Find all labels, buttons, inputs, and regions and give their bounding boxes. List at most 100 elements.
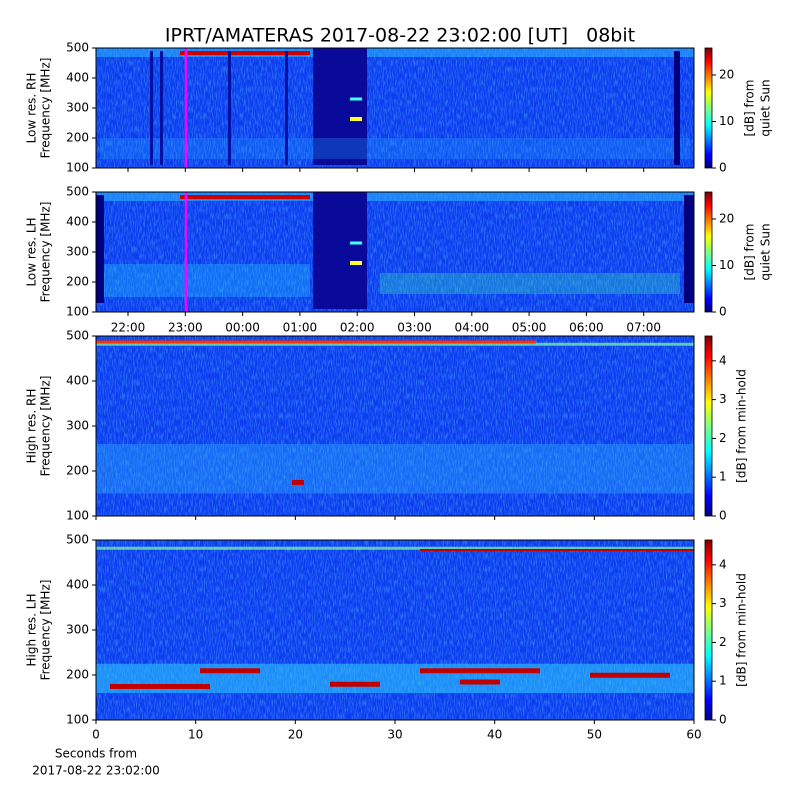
- colorbar-tick-label: 4: [719, 353, 727, 367]
- y-axis-label: Low res. LH: [25, 217, 39, 286]
- texture: [590, 672, 670, 678]
- y-axis-label: Frequency [MHz]: [39, 58, 53, 159]
- x-tick-label: 10: [188, 728, 203, 742]
- y-tick-label: 400: [66, 374, 89, 388]
- y-axis-label: Frequency [MHz]: [39, 580, 53, 681]
- colorbar-label: quiet Sun: [759, 223, 773, 280]
- texture: [674, 51, 680, 165]
- x-tick-label: 07:00: [626, 321, 661, 335]
- texture: [96, 546, 694, 550]
- chart-title: IPRT/AMATERAS 2017-08-22 23:02:00 [UT] 0…: [165, 25, 635, 47]
- texture: [330, 681, 380, 687]
- colorbar: [704, 539, 713, 721]
- y-tick-label: 400: [66, 578, 89, 592]
- y-tick-label: 400: [66, 215, 89, 229]
- y-axis-label: Frequency [MHz]: [39, 202, 53, 303]
- texture: [350, 261, 362, 265]
- x-tick-label: 30: [387, 728, 402, 742]
- x-axis-label: 2017-08-22 23:02:00: [32, 764, 159, 778]
- colorbar-tick-label: 2: [719, 635, 727, 649]
- heatmap-texture: [96, 192, 694, 312]
- colorbar-tick-label: 2: [719, 431, 727, 445]
- texture: [350, 241, 362, 245]
- x-tick-label: 06:00: [569, 321, 604, 335]
- x-tick-label: 04:00: [455, 321, 490, 335]
- texture: [285, 51, 288, 165]
- colorbar: [704, 191, 713, 313]
- x-tick-label: 23:00: [168, 321, 203, 335]
- texture: [100, 264, 310, 297]
- colorbar-tick-label: 1: [719, 470, 727, 484]
- heatmap-texture: [96, 336, 694, 516]
- texture: [96, 340, 536, 344]
- y-tick-label: 200: [66, 275, 89, 289]
- texture: [96, 342, 694, 346]
- texture: [96, 192, 694, 201]
- colorbar: [704, 47, 713, 169]
- colorbar-tick-label: 20: [719, 211, 734, 225]
- colorbar-label: [dB] from min-hold: [735, 369, 749, 483]
- colorbar-tick-label: 0: [719, 161, 727, 175]
- colorbar-label: [dB] from min-hold: [735, 573, 749, 687]
- y-tick-label: 200: [66, 668, 89, 682]
- texture: [96, 195, 104, 303]
- texture: [228, 51, 231, 165]
- texture: [200, 668, 260, 674]
- x-tick-label: 40: [487, 728, 502, 742]
- y-axis-label: High res. LH: [25, 593, 39, 666]
- y-axis-label: Frequency [MHz]: [39, 376, 53, 477]
- texture: [96, 48, 694, 57]
- y-tick-label: 100: [66, 305, 89, 319]
- colorbar-tick-label: 10: [719, 114, 734, 128]
- texture: [420, 549, 694, 551]
- texture: [313, 192, 367, 309]
- texture: [292, 480, 304, 485]
- colorbar-tick-label: 10: [719, 258, 734, 272]
- y-tick-label: 300: [66, 419, 89, 433]
- x-tick-label: 22:00: [111, 321, 146, 335]
- texture: [170, 684, 210, 689]
- texture: [100, 138, 690, 159]
- x-tick-label: 20: [288, 728, 303, 742]
- x-tick-label: 00:00: [225, 321, 260, 335]
- x-axis-label: Seconds from: [55, 747, 137, 761]
- texture: [96, 444, 694, 494]
- y-tick-label: 300: [66, 101, 89, 115]
- colorbar: [704, 335, 713, 517]
- y-tick-label: 100: [66, 161, 89, 175]
- texture: [150, 51, 153, 165]
- y-tick-label: 200: [66, 464, 89, 478]
- texture: [313, 48, 367, 165]
- y-tick-label: 400: [66, 71, 89, 85]
- colorbar-tick-label: 0: [719, 509, 727, 523]
- x-tick-label: 05:00: [512, 321, 547, 335]
- y-axis-label: High res. RH: [25, 389, 39, 464]
- y-tick-label: 500: [66, 185, 89, 199]
- texture: [380, 273, 680, 294]
- colorbar-tick-label: 20: [719, 67, 734, 81]
- colorbar-label: [dB] from: [743, 224, 757, 281]
- texture: [180, 51, 310, 55]
- colorbar-tick-label: 3: [719, 596, 727, 610]
- texture: [350, 117, 362, 121]
- x-tick-label: 60: [686, 728, 701, 742]
- colorbar-tick-label: 1: [719, 674, 727, 688]
- texture: [180, 195, 310, 199]
- x-tick-label: 03:00: [397, 321, 432, 335]
- colorbar-tick-label: 0: [719, 713, 727, 727]
- texture: [460, 679, 500, 685]
- texture: [160, 51, 163, 165]
- colorbar-tick-label: 4: [719, 557, 727, 571]
- heatmap-texture: [96, 48, 694, 168]
- y-tick-label: 500: [66, 329, 89, 343]
- y-tick-label: 500: [66, 41, 89, 55]
- y-axis-label: Low res. RH: [25, 73, 39, 144]
- y-tick-label: 300: [66, 623, 89, 637]
- texture: [110, 684, 180, 689]
- x-tick-label: 01:00: [283, 321, 318, 335]
- x-tick-label: 02:00: [340, 321, 375, 335]
- x-tick-label: 50: [587, 728, 602, 742]
- x-tick-label: 0: [92, 728, 100, 742]
- texture: [684, 195, 694, 303]
